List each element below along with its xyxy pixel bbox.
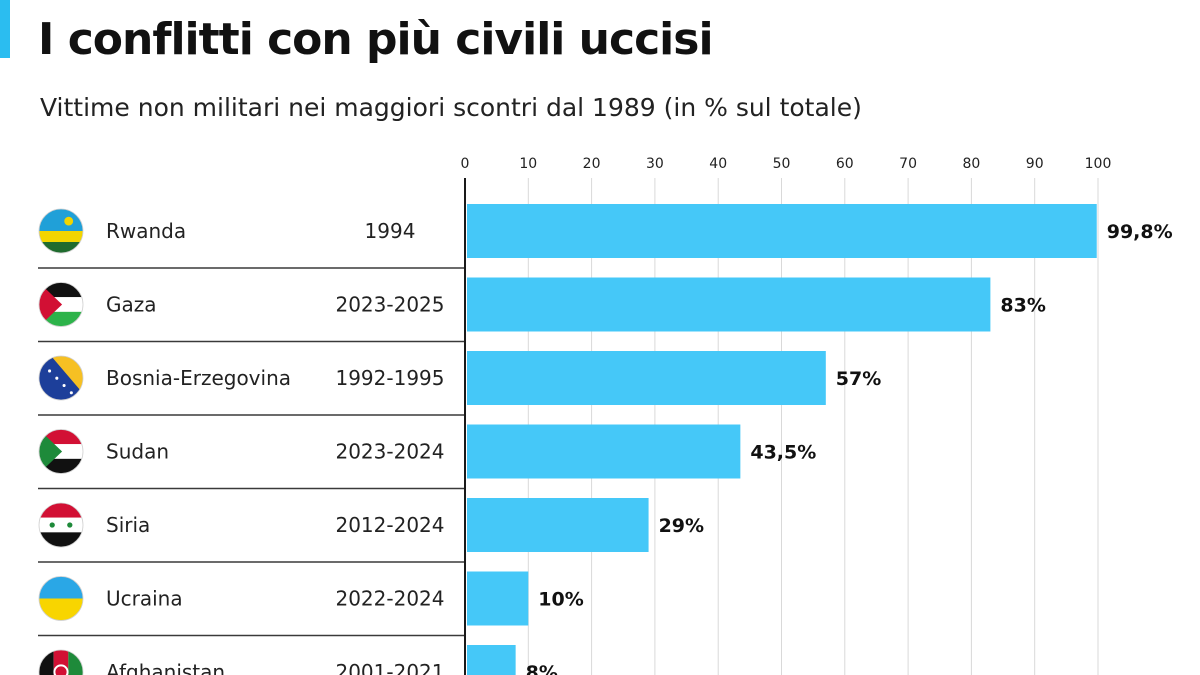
bar bbox=[467, 498, 649, 552]
value-label: 99,8% bbox=[1107, 221, 1173, 243]
ukraine-flag-icon bbox=[38, 576, 84, 621]
bar bbox=[467, 204, 1097, 258]
palestine-flag-icon bbox=[38, 282, 84, 327]
value-label: 10% bbox=[538, 589, 583, 611]
x-tick-label: 60 bbox=[836, 156, 854, 172]
period-label: 2023-2025 bbox=[335, 293, 444, 317]
afghanistan-flag-icon bbox=[38, 649, 84, 675]
country-label: Siria bbox=[106, 513, 150, 537]
period-label: 2012-2024 bbox=[335, 513, 444, 537]
value-label: 29% bbox=[659, 515, 704, 537]
x-tick-label: 100 bbox=[1085, 156, 1112, 172]
period-label: 2001-2021 bbox=[335, 660, 444, 675]
period-label: 2023-2024 bbox=[335, 440, 444, 464]
bar bbox=[467, 571, 529, 626]
bosnia-flag-icon bbox=[38, 355, 84, 401]
value-label: 57% bbox=[836, 368, 881, 390]
x-tick-label: 40 bbox=[709, 156, 727, 172]
chart-subtitle: Vittime non militari nei maggiori scontr… bbox=[40, 93, 862, 122]
bar bbox=[467, 424, 741, 479]
value-label: 43,5% bbox=[750, 442, 816, 464]
value-label: 83% bbox=[1000, 295, 1045, 317]
country-label: Sudan bbox=[106, 440, 169, 464]
bar bbox=[467, 645, 516, 675]
x-tick-label: 20 bbox=[583, 156, 601, 172]
period-label: 1992-1995 bbox=[335, 366, 444, 390]
title-accent-bar bbox=[0, 0, 10, 58]
x-tick-label: 80 bbox=[962, 156, 980, 172]
country-label: Rwanda bbox=[106, 219, 186, 243]
chart-title: I conflitti con più civili uccisi bbox=[38, 14, 714, 65]
country-label: Ucraina bbox=[106, 587, 183, 611]
period-label: 1994 bbox=[365, 219, 416, 243]
bar bbox=[467, 277, 991, 332]
x-tick-label: 10 bbox=[519, 156, 537, 172]
bar bbox=[467, 351, 826, 405]
x-tick-label: 90 bbox=[1026, 156, 1044, 172]
x-tick-label: 0 bbox=[461, 156, 470, 172]
x-tick-label: 50 bbox=[773, 156, 791, 172]
period-label: 2022-2024 bbox=[335, 587, 444, 611]
country-label: Gaza bbox=[106, 293, 157, 317]
x-tick-label: 70 bbox=[899, 156, 917, 172]
syria-flag-icon bbox=[38, 502, 84, 548]
x-tick-label: 30 bbox=[646, 156, 664, 172]
value-label: 8% bbox=[526, 662, 558, 675]
country-label: Afghanistan bbox=[106, 660, 225, 675]
sudan-flag-icon bbox=[38, 429, 84, 474]
country-label: Bosnia-Erzegovina bbox=[106, 366, 291, 390]
rwanda-flag-icon bbox=[38, 208, 84, 254]
